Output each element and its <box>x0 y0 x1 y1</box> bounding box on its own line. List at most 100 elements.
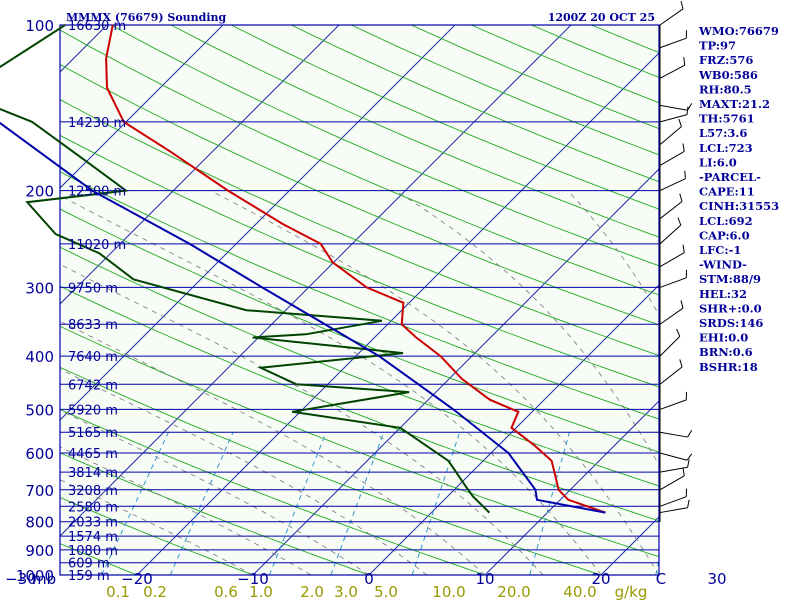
index-value: STM:88/9 <box>699 272 761 286</box>
wind-barb-shaft <box>659 307 684 325</box>
index-value: WMO:76679 <box>698 24 779 38</box>
index-value: WB0:586 <box>698 68 758 82</box>
mixing-ratio-label: 40.0 <box>563 583 596 600</box>
height-label: 3814 m <box>68 466 118 481</box>
index-value: HEL:32 <box>699 287 747 301</box>
wind-barb <box>659 106 689 123</box>
pressure-tick-label: 500 <box>25 401 54 419</box>
height-label: 159 m <box>68 569 110 584</box>
isotherm-line <box>368 284 659 575</box>
index-value: MAXT:21.2 <box>699 97 770 111</box>
dry-adiabat-line <box>60 99 659 356</box>
pressure-unit-label: mb <box>32 570 56 588</box>
index-value: SHR+:0.0 <box>699 301 762 315</box>
moist-adiabat-line <box>395 190 659 466</box>
wind-barb <box>659 300 684 325</box>
isotherm-line <box>60 25 224 189</box>
parcel-trace <box>0 121 606 514</box>
isotherm-line <box>60 25 340 305</box>
dry-adiabat-line <box>60 29 659 296</box>
height-label: 6742 m <box>68 378 118 393</box>
moist-adiabat-line <box>60 479 254 575</box>
wind-barb <box>659 359 683 385</box>
isotherm-line <box>484 400 659 575</box>
isotherm-line <box>60 25 456 421</box>
wind-barb <box>659 30 687 49</box>
mixing-ratio-label: 0.2 <box>143 583 167 600</box>
dry-adiabat-line <box>60 543 139 575</box>
wind-barb-flag <box>687 429 693 438</box>
wind-barb-shaft <box>659 252 685 268</box>
height-label: 4465 m <box>68 447 118 462</box>
wind-barb-shaft <box>659 399 687 410</box>
wind-barb <box>659 452 693 461</box>
index-value: SRDS:146 <box>699 316 763 330</box>
mixing-ratio-line <box>169 431 234 575</box>
dry-adiabat-line <box>60 366 603 575</box>
wind-barb-flag <box>679 193 683 202</box>
dry-adiabat-line <box>60 452 371 575</box>
wind-barb-shaft <box>659 507 688 514</box>
mixing-ratio-line <box>411 432 461 575</box>
temperature-tick-label: 30 <box>707 570 726 588</box>
index-value: TP:97 <box>699 39 736 53</box>
height-label: 609 m <box>68 557 110 572</box>
wind-barb <box>659 143 685 166</box>
index-value: LCL:692 <box>699 214 753 228</box>
pressure-tick-label: 800 <box>25 514 54 532</box>
wind-barb-flag <box>682 143 685 152</box>
moist-adiabat-line <box>60 320 486 575</box>
height-label: 3208 m <box>68 484 118 499</box>
wind-barb <box>659 459 690 473</box>
pressure-tick-label: 1000 <box>16 567 54 585</box>
wind-barb-shaft <box>659 475 685 491</box>
temperature-tick-label: 0 <box>364 570 374 588</box>
wind-barb <box>659 391 687 410</box>
wind-barb-shaft <box>659 366 683 385</box>
temperature-unit-label: C <box>656 570 666 588</box>
mixing-ratio-label: 10.0 <box>432 583 465 600</box>
wind-barb-flag <box>684 170 686 179</box>
index-value: EHI:0.0 <box>699 331 748 345</box>
index-value: -WIND- <box>699 258 747 272</box>
wind-barb <box>659 57 686 79</box>
dry-adiabat-line <box>60 208 659 453</box>
pressure-tick-label: 200 <box>25 183 54 201</box>
index-value: BSHR:18 <box>699 360 758 374</box>
wind-barb-shaft <box>659 431 688 438</box>
temperature-tick-label: 10 <box>475 570 494 588</box>
isotherm-line <box>252 168 659 575</box>
height-label: 2580 m <box>68 500 118 515</box>
dry-adiabat-line <box>60 408 487 575</box>
plot-frame <box>59 24 660 576</box>
wind-barb-shaft <box>659 496 687 507</box>
valid-time: 1200Z 20 OCT 25 <box>548 11 655 24</box>
mixing-ratio-line <box>529 432 570 575</box>
mixing-ratio-line <box>790 432 800 575</box>
mixing-ratio-label: 0.6 <box>214 583 238 600</box>
temperature-tick-label: 20 <box>591 570 610 588</box>
wind-barb <box>659 217 682 245</box>
mixing-ratio-line <box>330 432 385 575</box>
isotherm-line <box>60 25 572 537</box>
wind-barb-flag <box>687 459 690 468</box>
chart-title: MMMX (76679) Sounding <box>66 11 227 24</box>
height-label: 5165 m <box>68 426 118 441</box>
wind-barb-shaft <box>659 150 685 166</box>
wind-barb-shaft <box>659 104 688 111</box>
temperature-tick-label: −20 <box>121 570 153 588</box>
mixing-ratio-label: 1.0 <box>249 583 273 600</box>
pressure-tick-label: 900 <box>25 542 54 560</box>
temperature-trace <box>105 24 606 514</box>
wind-barb-shaft <box>659 64 685 79</box>
dry-adiabat-line <box>60 285 659 522</box>
wind-barb-flag <box>687 499 690 508</box>
wind-barb-flag <box>683 57 686 66</box>
wind-barb <box>659 244 685 268</box>
mixing-ratio-label: 5.0 <box>374 583 398 600</box>
wind-barb <box>659 467 685 491</box>
pressure-tick-label: 400 <box>25 348 54 366</box>
wind-barb-flag <box>687 103 693 111</box>
